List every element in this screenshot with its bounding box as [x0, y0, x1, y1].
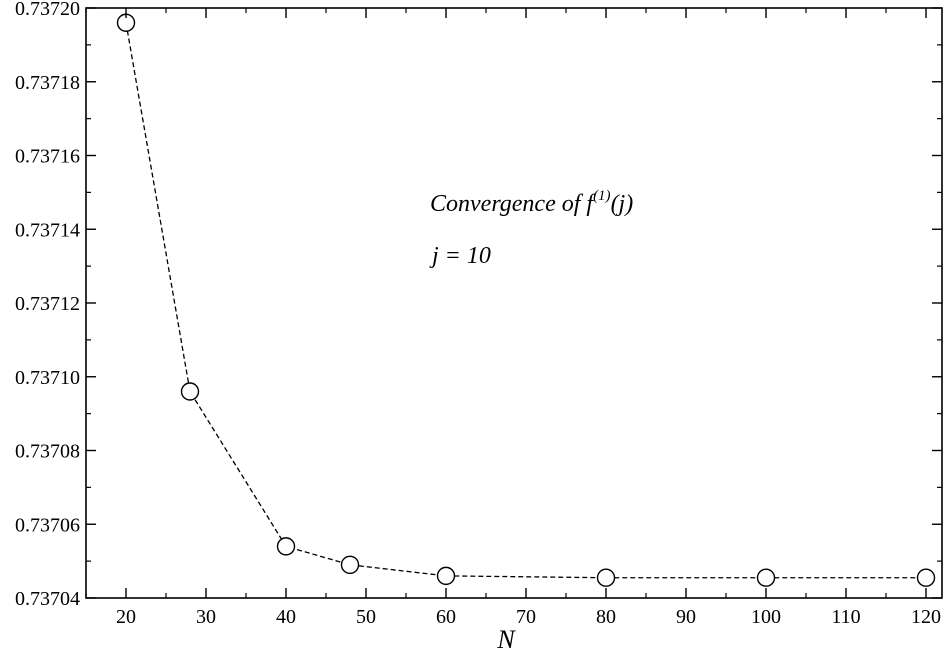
x-tick-label: 90 [676, 606, 696, 628]
x-tick-label: 50 [356, 606, 376, 628]
annotation-text: j = 10 [429, 243, 491, 269]
annotation-part: j = 10 [429, 243, 491, 269]
data-point-marker [276, 537, 296, 556]
y-tick-label: 0.73712 [15, 293, 80, 315]
axis-ticks [85, 7, 942, 599]
annotation-part: f [586, 191, 596, 217]
x-tick-label: 30 [196, 606, 216, 628]
series-line [125, 22, 926, 579]
data-point-marker [916, 568, 936, 587]
annotation-text: Convergence of f(1)(j) [430, 188, 633, 217]
annotation-part: (1) [593, 188, 611, 204]
y-tick-label: 0.73706 [15, 514, 80, 536]
annotations: Convergence of f(1)(j) j = 10 [429, 188, 633, 269]
y-tick-label: 0.73708 [15, 441, 80, 463]
x-tick-label: 70 [516, 606, 536, 628]
x-tick-label: 100 [751, 606, 781, 628]
plot-layer [116, 13, 936, 587]
data-point-marker [180, 382, 200, 401]
data-point-marker [596, 568, 616, 587]
x-axis-label: N [496, 625, 516, 654]
y-tick-label: 0.73710 [15, 367, 80, 389]
annotation-part: Convergence of [430, 191, 586, 217]
data-point-marker [436, 566, 456, 586]
annotation-part: (j) [611, 191, 634, 217]
x-tick-label: 120 [911, 606, 941, 628]
data-point-marker [340, 555, 360, 575]
y-tick-label: 0.73720 [15, 0, 80, 20]
x-tick-label: 60 [436, 606, 456, 628]
y-tick-label: 0.73718 [15, 72, 80, 94]
x-tick-label: 20 [116, 606, 136, 628]
y-tick-label: 0.73716 [15, 146, 80, 168]
y-tick-label: 0.73704 [15, 588, 80, 610]
axis-tick-labels: 20 30 40 50 60 70 80 90 100 110 120 0.73704 0.73706 0… [15, 0, 941, 628]
y-tick-label: 0.73714 [15, 219, 80, 241]
x-tick-label: 40 [276, 606, 296, 628]
x-tick-label: 80 [596, 606, 616, 628]
data-point-marker [756, 568, 776, 587]
x-tick-label: 110 [831, 606, 860, 628]
